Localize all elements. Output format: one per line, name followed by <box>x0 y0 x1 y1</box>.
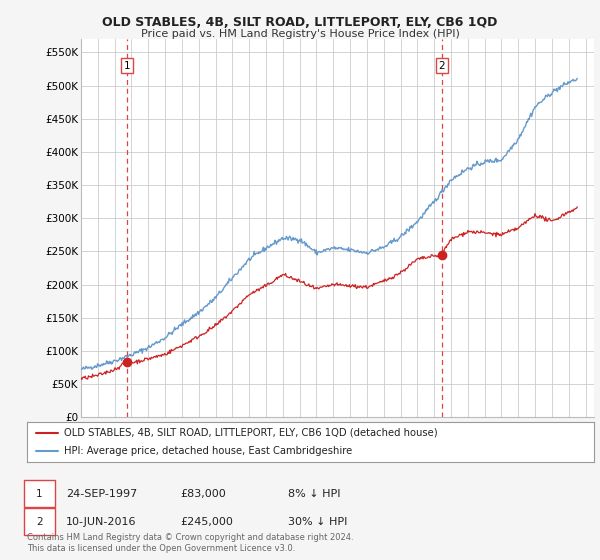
Text: 24-SEP-1997: 24-SEP-1997 <box>66 489 137 499</box>
Text: OLD STABLES, 4B, SILT ROAD, LITTLEPORT, ELY, CB6 1QD: OLD STABLES, 4B, SILT ROAD, LITTLEPORT, … <box>103 16 497 29</box>
Text: £83,000: £83,000 <box>180 489 226 499</box>
Text: £245,000: £245,000 <box>180 517 233 527</box>
Text: 2: 2 <box>439 60 445 71</box>
Text: Price paid vs. HM Land Registry's House Price Index (HPI): Price paid vs. HM Land Registry's House … <box>140 29 460 39</box>
Text: 1: 1 <box>124 60 130 71</box>
Text: 8% ↓ HPI: 8% ↓ HPI <box>288 489 341 499</box>
Text: Contains HM Land Registry data © Crown copyright and database right 2024.
This d: Contains HM Land Registry data © Crown c… <box>27 534 353 553</box>
Text: 1: 1 <box>36 489 43 499</box>
Text: OLD STABLES, 4B, SILT ROAD, LITTLEPORT, ELY, CB6 1QD (detached house): OLD STABLES, 4B, SILT ROAD, LITTLEPORT, … <box>64 428 437 437</box>
Text: 10-JUN-2016: 10-JUN-2016 <box>66 517 137 527</box>
Text: HPI: Average price, detached house, East Cambridgeshire: HPI: Average price, detached house, East… <box>64 446 352 456</box>
Text: 30% ↓ HPI: 30% ↓ HPI <box>288 517 347 527</box>
Text: 2: 2 <box>36 517 43 527</box>
